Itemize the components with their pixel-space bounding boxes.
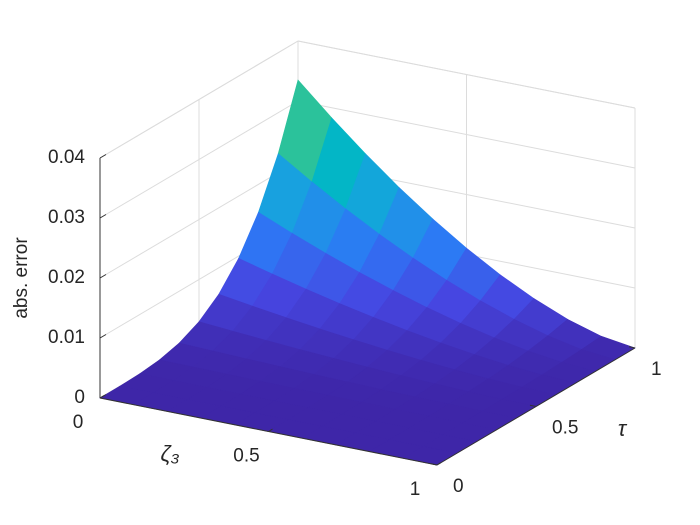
z-tick xyxy=(99,154,107,159)
x-tick xyxy=(436,462,442,466)
y-tick xyxy=(529,404,537,407)
x-tick-label: 0.5 xyxy=(233,446,259,467)
x-tick xyxy=(99,395,105,399)
z-tick-label: 0.01 xyxy=(48,327,85,348)
y-tick-label: 0.5 xyxy=(552,418,578,439)
z-tick-label: 0.04 xyxy=(48,147,85,168)
x-tick-label: 0 xyxy=(73,412,84,433)
z-tick-label: 0.03 xyxy=(48,207,85,228)
y-tick xyxy=(430,463,438,466)
y-tick-label: 1 xyxy=(651,359,662,380)
x-tick xyxy=(268,428,273,432)
y-axis-label: τ xyxy=(618,416,628,441)
y-tick xyxy=(628,346,636,349)
x-axis-label: ζ₃ xyxy=(161,441,180,466)
y-tick-label: 0 xyxy=(453,476,464,497)
z-tick-label: 0.02 xyxy=(48,267,85,288)
z-tick xyxy=(99,274,107,279)
z-tick-label: 0 xyxy=(74,387,85,408)
z-tick xyxy=(99,334,107,339)
x-tick-label: 1 xyxy=(410,479,421,500)
z-axis-label: abs. error xyxy=(11,237,32,319)
z-tick xyxy=(99,214,107,219)
